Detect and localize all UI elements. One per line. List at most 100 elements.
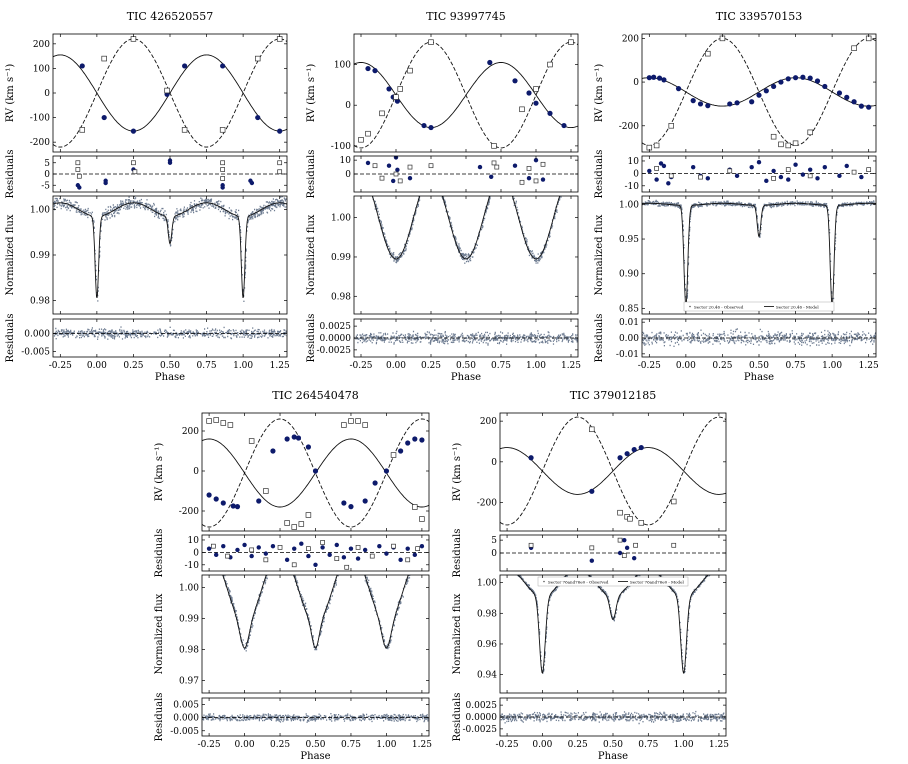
primary-rv-point xyxy=(512,78,518,84)
secondary-rv-point xyxy=(348,418,354,424)
legend-observed-label: Sector 20,46 - Observed xyxy=(694,305,744,310)
secondary-residual-point xyxy=(277,160,283,166)
y-axis-label: Normalized flux xyxy=(306,214,317,295)
secondary-residual-point xyxy=(76,173,82,179)
y-tick-label: -200 xyxy=(30,138,50,148)
flux-residual-points xyxy=(642,328,876,347)
primary-residual-point xyxy=(589,558,595,563)
y-tick-label: 0.000 xyxy=(24,329,50,339)
chart-title: TIC 93997745 xyxy=(426,10,506,23)
plot-area xyxy=(53,326,287,340)
primary-residual-point xyxy=(405,546,410,551)
y-tick-label: 0 xyxy=(44,89,50,99)
y-tick-label: 0 xyxy=(193,548,199,558)
primary-rv-point xyxy=(206,492,212,498)
y-axis-label: Residuals xyxy=(5,314,16,363)
y-tick-label: 200 xyxy=(480,417,497,427)
secondary-residual-point xyxy=(220,160,225,166)
y-tick-label: -200 xyxy=(619,122,639,132)
x-tick-label: -0.25 xyxy=(198,740,221,750)
primary-rv-point xyxy=(822,83,828,90)
primary-residual-point xyxy=(412,552,418,558)
primary-rv-point xyxy=(807,75,813,81)
secondary-residual-point xyxy=(75,167,81,172)
secondary-rv-point xyxy=(79,127,85,133)
primary-rv-point xyxy=(617,455,623,461)
plot-area xyxy=(642,35,876,151)
x-tick-label: -0.25 xyxy=(49,361,72,371)
x-axis-label: Phase xyxy=(300,751,330,762)
secondary-rv-model xyxy=(202,418,429,528)
primary-rv-point xyxy=(428,124,434,131)
y-tick-label: 10 xyxy=(628,157,640,167)
primary-rv-point xyxy=(386,86,392,92)
secondary-residual-point xyxy=(771,175,776,181)
primary-rv-point xyxy=(255,114,261,121)
y-tick-label: 0.99 xyxy=(331,253,351,263)
primary-residual-point xyxy=(384,551,389,556)
x-tick-label: 0.00 xyxy=(676,361,696,371)
y-axis-label: Normalized flux xyxy=(594,214,605,295)
axes-frame xyxy=(201,574,430,694)
x-tick-label: 0.75 xyxy=(491,361,511,371)
plot-area xyxy=(500,416,726,526)
y-tick-label: 0.005 xyxy=(173,701,199,711)
primary-rv-point xyxy=(487,59,493,66)
primary-rv-point xyxy=(675,86,682,92)
plot-area xyxy=(221,575,411,652)
primary-residual-point xyxy=(77,185,82,190)
flux-observed-points xyxy=(642,199,876,309)
flux-model-line xyxy=(371,196,561,260)
secondary-rv-point xyxy=(792,140,799,147)
secondary-residual-point xyxy=(372,163,378,169)
primary-rv-point xyxy=(348,504,354,510)
primary-rv-point xyxy=(372,480,378,486)
primary-rv-point xyxy=(412,436,418,442)
primary-rv-point xyxy=(291,434,297,440)
panel-group: TIC 379012185 -200 0 200 RV (km s⁻¹) 0 5 Residu… xyxy=(452,389,729,762)
secondary-rv-point xyxy=(101,55,107,62)
primary-rv-point xyxy=(690,98,696,104)
primary-residual-point xyxy=(242,542,247,548)
secondary-rv-point xyxy=(568,39,574,45)
secondary-rv-point xyxy=(491,143,497,149)
primary-residual-point xyxy=(477,164,483,170)
plot-area xyxy=(53,196,287,302)
primary-rv-point xyxy=(305,444,312,450)
y-tick-label: 0.90 xyxy=(619,270,639,280)
secondary-residual-point xyxy=(589,545,595,551)
y-tick-label: 0.96 xyxy=(477,640,497,650)
y-tick-label: 0.00 xyxy=(619,334,639,344)
primary-rv-point xyxy=(256,498,262,504)
secondary-residual-point xyxy=(306,546,311,552)
x-tick-label: 0.00 xyxy=(87,361,107,371)
x-tick-label: 1.25 xyxy=(412,740,432,750)
primary-rv-point xyxy=(734,100,740,106)
primary-residual-point xyxy=(320,545,325,550)
x-tick-label: 1.25 xyxy=(561,361,581,371)
y-tick-label: 200 xyxy=(33,40,50,50)
x-tick-label: 0.75 xyxy=(341,740,361,750)
primary-rv-point xyxy=(727,101,733,107)
primary-residual-point xyxy=(837,173,842,179)
secondary-rv-point xyxy=(362,422,368,428)
primary-rv-point xyxy=(814,78,821,84)
secondary-residual-point xyxy=(211,543,216,549)
secondary-residual-point xyxy=(131,160,136,166)
primary-rv-point xyxy=(277,128,283,134)
secondary-rv-point xyxy=(263,488,269,494)
y-tick-label: 1.00 xyxy=(331,214,351,224)
y-tick-label: 0.95 xyxy=(619,235,639,245)
primary-rv-point xyxy=(866,104,872,110)
y-tick-label: 0.98 xyxy=(179,646,199,656)
x-tick-label: 0.25 xyxy=(712,361,732,371)
primary-residual-point xyxy=(221,543,226,549)
secondary-residual-point xyxy=(727,168,733,174)
primary-rv-point xyxy=(792,75,799,81)
primary-residual-point xyxy=(661,163,667,169)
primary-residual-point xyxy=(284,557,290,563)
secondary-rv-point xyxy=(627,516,633,522)
primary-rv-point xyxy=(230,503,236,509)
chart-title: TIC 264540478 xyxy=(272,389,359,402)
plot-area xyxy=(354,156,578,185)
